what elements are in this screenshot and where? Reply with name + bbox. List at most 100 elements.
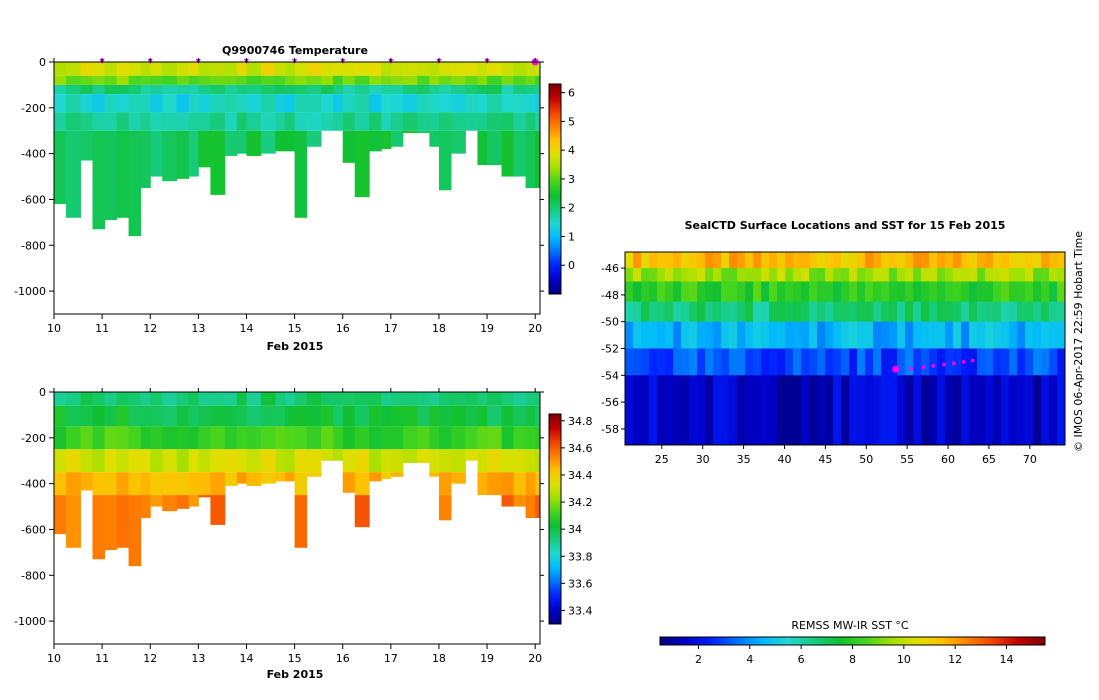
salinity-cell [188,495,199,507]
salinity-cell [66,495,81,548]
temperature-cell [275,130,286,152]
temperature-cell [429,62,440,76]
temperature-cell [54,75,67,85]
sst-cell [681,252,690,269]
sst-cell [713,252,722,269]
temperature-cell [224,84,238,95]
sst-cell [873,348,882,376]
sst-cell [833,252,842,269]
salinity-cell [236,426,247,450]
sst-cell [857,321,866,350]
salinity-cell [477,392,488,406]
temperature-colorbar-tick-label: 2 [568,202,575,215]
temperature-cell [162,75,178,85]
salinity-cell [246,405,262,427]
sst-cell [1025,252,1034,269]
temperature-cell [66,62,81,76]
salinity-y-tick-label: -400 [21,478,46,491]
sst-cell [737,348,746,376]
temperature-cell [54,62,67,76]
temperature-cell [477,84,488,95]
sst-map-x-tick-label: 35 [737,453,751,466]
salinity-cell [381,426,392,450]
sst-cell [785,252,794,269]
sst-cell [873,252,882,269]
sst-cell [649,301,658,323]
temperature-cell [80,75,93,85]
temperature-cell [188,84,199,95]
sst-cell [641,268,650,283]
sst-cell [1009,268,1018,283]
salinity-cell [369,426,382,450]
sst-cell [721,252,730,269]
sst-cell [945,268,954,283]
temperature-cell [465,62,478,76]
temperature-cell [176,130,190,179]
temperature-cell [80,130,93,161]
sst-cell [753,348,762,376]
temperature-cell [66,75,81,85]
salinity-cell [104,472,118,496]
sst-cell [961,375,970,445]
salinity-cell [438,472,452,496]
sst-cell [809,375,818,445]
sst-cell [889,281,898,303]
sst-cell [1033,252,1042,269]
sst-cell [665,348,674,376]
temperature-cell [402,130,418,134]
temperature-cell [487,84,503,95]
salinity-cell [417,426,430,450]
salinity-cell [402,405,418,427]
salinity-cell [333,405,344,427]
salinity-y-tick-label: -600 [21,523,46,536]
salinity-cell [162,449,178,473]
salinity-cell [224,426,238,450]
temperature-cell [501,62,515,76]
salinity-cell [369,449,382,473]
sst-cell [625,321,634,350]
salinity-cell [80,405,93,427]
salinity-cell [236,472,247,484]
temperature-cell [417,112,430,131]
temperature-cell [260,75,276,85]
temperature-cell [294,75,308,85]
sst-cell [745,252,754,269]
sst-cell [729,252,738,269]
sst-cell [1025,281,1034,303]
salinity-x-tick-label: 14 [239,652,253,665]
salinity-cell [140,472,151,496]
salinity-cell [54,472,67,496]
sst-cell [921,321,930,350]
sst-cell [905,375,914,445]
temperature-cell [140,75,151,85]
temperature-cell [354,94,370,113]
salinity-cell [284,449,296,473]
salinity-cell [198,495,211,498]
sst-cell [641,281,650,303]
temperature-cell [513,94,527,113]
salinity-cell [294,472,308,496]
sst-cell [1041,252,1050,269]
salinity-cell [128,405,142,427]
temperature-colorbar-tick-label: 5 [568,115,575,128]
sst-cell [993,301,1002,323]
temperature-x-tick-label: 19 [480,322,494,335]
sst-cell [1017,252,1026,269]
temperature-cell [487,75,503,85]
salinity-cell [150,495,163,507]
salinity-cell [354,495,370,528]
salinity-cell [92,426,106,450]
sst-cell [937,281,946,303]
sst-cell [1041,375,1050,445]
sst-cell [785,321,794,350]
salinity-cell [513,405,527,427]
sst-cell [761,348,770,376]
temperature-cell [402,94,418,113]
temperature-cell [198,75,211,85]
sst-cell [985,375,994,445]
temperature-cell [381,94,392,113]
temperature-cell [116,130,130,218]
sst-cell [793,252,802,269]
sst-cell [937,301,946,323]
sst-cell [881,252,890,269]
